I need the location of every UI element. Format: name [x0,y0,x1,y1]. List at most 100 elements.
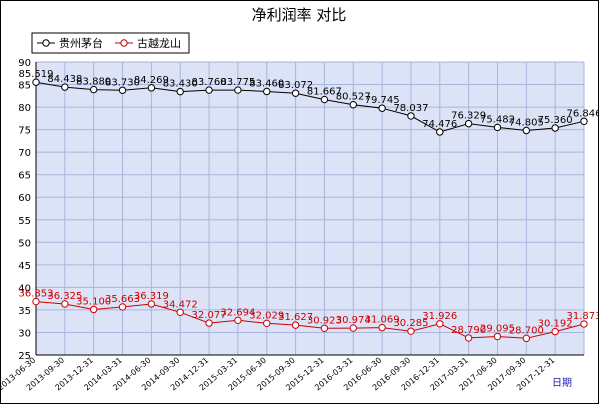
chart-title: 净利润率 对比 [252,6,347,24]
y-tick-label: 70 [18,148,31,159]
legend: 贵州茅台 古越龙山 [31,32,190,54]
legend-marker-2 [120,39,128,47]
data-label: 79.745 [365,95,400,106]
y-tick-label: 30 [18,328,31,339]
data-label: 35.663 [105,294,140,305]
data-point [464,119,473,128]
data-point [320,324,329,333]
data-label: 35.100 [76,296,111,307]
data-label: 30.923 [307,315,342,326]
legend-label-1: 贵州茅台 [59,36,103,50]
data-point [205,86,213,94]
data-label: 32.029 [249,310,284,321]
data-label: 83.775 [220,77,255,88]
data-label: 76.846 [567,108,599,119]
legend-box [31,32,190,54]
plot-area: 25303540455055606570758085902013-06-3020… [0,58,599,392]
data-point [61,83,69,91]
y-tick-label: 25 [18,351,31,362]
data-point [320,95,329,104]
data-point [551,124,559,132]
data-point [147,84,156,92]
data-label: 78.037 [393,103,428,114]
data-label: 31.926 [422,311,457,322]
data-point [436,320,444,328]
y-tick-label: 40 [18,283,31,294]
y-tick-label: 45 [18,261,31,272]
data-point [551,327,559,336]
data-label: 84.438 [47,74,82,85]
y-tick-label: 90 [18,58,31,69]
data-point [291,89,300,97]
data-point [522,126,531,135]
data-label: 85.519 [19,69,54,80]
data-label: 83.880 [76,77,111,88]
data-label: 80.527 [336,92,371,103]
legend-marker-1 [42,39,50,47]
data-label: 31.069 [365,315,400,326]
data-point [464,334,473,342]
data-label: 31.627 [278,312,313,323]
data-point [32,297,40,306]
data-label: 32.077 [192,310,227,321]
plot-background [36,62,584,355]
series-line-2 [35,301,585,339]
data-label: 32.694 [220,307,255,318]
data-label: 36.853 [19,289,54,300]
y-tick-label: 75 [18,126,31,137]
data-label: 83.072 [278,80,313,91]
x-axis-label: 日期 [552,377,572,389]
data-point [522,334,531,343]
data-point [407,327,415,335]
data-label: 75.360 [538,115,573,126]
legend-label-2: 古越龙山 [137,36,181,50]
data-label: 30.192 [538,319,573,330]
data-point [205,319,213,327]
data-point [493,332,502,341]
data-label: 74.805 [509,117,544,128]
data-point [176,87,184,96]
data-label: 84.269 [134,75,169,86]
data-point [234,316,242,325]
data-label: 34.472 [163,299,198,310]
data-point [580,117,588,125]
data-point [263,319,271,328]
data-point [493,123,502,132]
y-tick-label: 85 [18,81,31,92]
data-point [234,86,242,94]
data-point [118,303,127,311]
y-tick-label: 80 [18,103,31,114]
data-point [263,87,271,96]
data-point [349,101,357,109]
data-point [436,128,444,136]
y-tick-label: 50 [18,238,31,249]
series-line-1 [35,81,585,133]
data-label: 83.760 [192,77,227,88]
data-point [147,300,156,308]
data-label: 36.319 [134,291,169,302]
data-point [61,300,69,308]
data-label: 76.329 [451,111,486,122]
data-label: 83.460 [249,78,284,89]
data-point [580,320,588,328]
data-point [407,112,415,120]
data-point [118,86,127,94]
data-point [378,104,386,112]
data-label: 30.974 [336,315,371,326]
data-point [89,305,98,314]
data-point [89,85,98,94]
data-point [349,324,357,332]
data-label: 75.482 [480,114,515,125]
data-point [32,78,40,86]
y-tick-label: 55 [18,216,31,227]
data-point [378,323,386,332]
data-label: 29.095 [480,324,515,335]
data-label: 83.730 [105,77,140,88]
y-tick-label: 35 [18,306,31,317]
data-label: 81.667 [307,87,342,98]
data-label: 74.476 [422,119,457,130]
y-tick-label: 60 [18,193,31,204]
data-label: 31.873 [567,311,599,322]
